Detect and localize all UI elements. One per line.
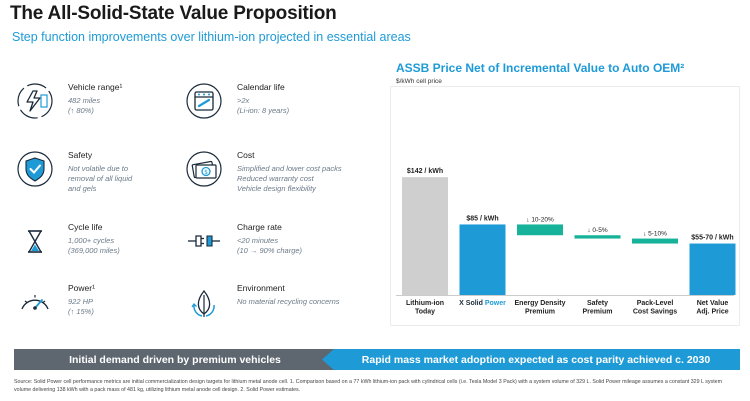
solid-power-logo-mark: X: [459, 300, 464, 307]
hourglass-icon: [28, 230, 42, 253]
chart-ylabel: $/kWh cell price: [396, 78, 442, 85]
category-label-0-0: Lithium-ion: [406, 300, 444, 307]
data-label-5: $55-70 / kWh: [691, 235, 733, 242]
data-label-1: $85 / kWh: [466, 215, 498, 222]
svg-text:$: $: [204, 169, 208, 176]
category-label-4-0: Pack-Level: [637, 300, 674, 307]
speedometer-icon: [21, 295, 49, 310]
solid-power-logo-word-1: Solid: [464, 300, 485, 307]
feature-title: Vehicle range¹: [68, 82, 123, 92]
data-label-0: $142 / kWh: [407, 168, 443, 175]
feature-desc: 922 HP (↑ 15%): [68, 297, 94, 316]
feature-title: Calendar life: [237, 82, 285, 92]
data-label-4: ↓ 5-10%: [643, 231, 667, 238]
lightning-battery-icon: [17, 83, 53, 119]
feature-desc: <20 minutes (10 → 90% charge): [237, 236, 303, 255]
calendar-icon: [186, 83, 222, 119]
feature-desc: 1,000+ cycles (369,000 miles): [68, 236, 120, 255]
page-title: The All-Solid-State Value Proposition: [10, 3, 337, 24]
bar-3: [574, 235, 621, 239]
chart-frame: [390, 86, 740, 326]
waterfall-chart: $142 / kWh Lithium-ion Today $85 / kWh X Sol…: [390, 86, 740, 326]
feature-title: Cycle life: [68, 222, 103, 232]
category-label-5-0: Net Value: [697, 300, 729, 307]
category-label-4-1: Cost Savings: [633, 309, 677, 316]
footnote: Source: Solid Power cell performance met…: [14, 379, 723, 393]
bar-5: [689, 243, 736, 295]
feature-title: Charge rate: [237, 222, 282, 232]
shield-check-icon: [17, 151, 53, 187]
category-label-3-1: Premium: [583, 309, 613, 316]
feature-desc: >2x (Li-ion: 8 years): [237, 96, 290, 115]
category-label-2-0: Energy Density: [515, 300, 566, 307]
solid-power-logo-word-2: Power: [485, 300, 506, 307]
category-label-2-1: Premium: [525, 309, 555, 316]
category-label-0-1: Today: [415, 309, 435, 316]
data-label-3: ↓ 0-5%: [587, 227, 607, 234]
feature-desc: Simplified and lower cost packs Reduced w…: [237, 164, 342, 193]
bar-4: [632, 238, 678, 244]
bar-0: [402, 177, 448, 295]
plug-icon: [188, 235, 220, 247]
category-label-1: X Solid Power: [459, 300, 506, 307]
feature-title: Safety: [68, 150, 93, 160]
page-subtitle: Step function improvements over lithium-…: [12, 30, 411, 44]
banner-right: Rapid mass market adoption expected as c…: [322, 349, 740, 370]
chart-title: ASSB Price Net of Incremental Value to A…: [396, 61, 685, 75]
banner-left: Initial demand driven by premium vehicle…: [14, 349, 336, 370]
category-label-5-1: Adj. Price: [696, 309, 728, 316]
money-icon: $: [186, 151, 222, 187]
bar-1: [459, 224, 506, 295]
leaf-recycle-icon: [191, 289, 215, 317]
bar-2: [517, 224, 563, 236]
data-label-2: ↓ 10-20%: [526, 216, 554, 223]
category-label-3-0: Safety: [587, 300, 608, 307]
feature-title: Cost: [237, 150, 255, 160]
feature-title: Environment: [237, 283, 285, 293]
feature-desc: No material recycling concerns: [237, 297, 340, 306]
feature-title: Power¹: [68, 283, 95, 293]
feature-desc: Not volatile due to removal of all liquid…: [68, 164, 133, 193]
feature-desc: 482 miles (↑ 80%): [68, 96, 101, 115]
